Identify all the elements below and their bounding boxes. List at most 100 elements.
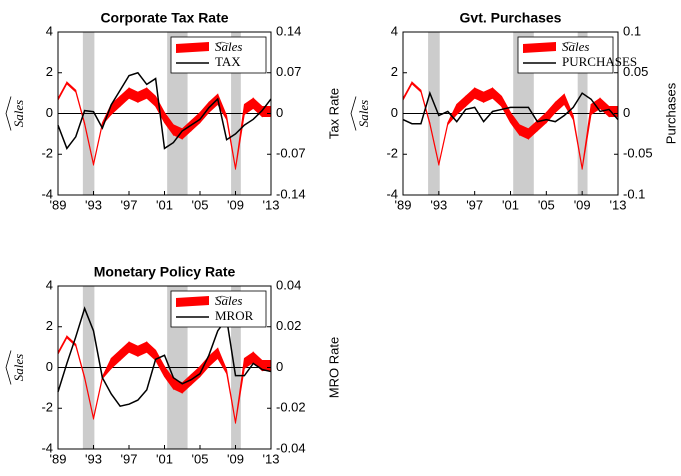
band-segment bbox=[411, 81, 422, 94]
x-tick-label: '05 bbox=[192, 197, 209, 212]
y2-tick-label: 0.04 bbox=[276, 277, 301, 292]
x-tick-label: '97 bbox=[121, 197, 138, 212]
x-tick-label: '01 bbox=[156, 451, 173, 466]
y2-tick-label: 0.02 bbox=[276, 318, 301, 333]
x-tick-label: '01 bbox=[502, 197, 519, 212]
subplot-title: Corporate Tax Rate bbox=[100, 10, 228, 26]
y-tick-label: 4 bbox=[46, 23, 53, 38]
legend-label: Sales bbox=[215, 39, 242, 54]
series-line bbox=[402, 90, 619, 125]
legend-label: MROR bbox=[215, 308, 254, 323]
band-segment bbox=[128, 87, 139, 103]
subplot-title: Monetary Policy Rate bbox=[94, 264, 236, 280]
band-segment bbox=[66, 81, 77, 94]
y2-tick-label: -0.05 bbox=[623, 146, 653, 161]
y2-tick-label: 0.07 bbox=[276, 64, 301, 79]
band-segment bbox=[57, 81, 68, 101]
y-tick-label: 2 bbox=[46, 318, 53, 333]
y2-tick-label: 0 bbox=[276, 105, 283, 120]
y-axis-label-text: Sales bbox=[11, 354, 26, 381]
y-tick-label: 0 bbox=[391, 105, 398, 120]
x-tick-label: '09 bbox=[227, 197, 244, 212]
y-tick-label: 2 bbox=[46, 64, 53, 79]
legend-label: TAX bbox=[215, 54, 241, 69]
x-tick-label: '89 bbox=[50, 451, 67, 466]
x-tick-label: '97 bbox=[466, 197, 483, 212]
y2-tick-label: 0.14 bbox=[276, 23, 301, 38]
band-segment bbox=[119, 341, 130, 362]
x-tick-label: '01 bbox=[156, 197, 173, 212]
x-tick-label: '93 bbox=[85, 451, 102, 466]
band-segment bbox=[492, 87, 502, 108]
band-segment bbox=[447, 104, 458, 126]
band-segment bbox=[110, 349, 121, 370]
y2-tick-label: 0.1 bbox=[623, 23, 641, 38]
band-segment bbox=[483, 87, 493, 103]
y-tick-label: 0 bbox=[46, 105, 53, 120]
legend-band-swatch bbox=[176, 296, 209, 307]
band-segment bbox=[101, 358, 112, 380]
band-segment bbox=[110, 95, 121, 116]
hat bbox=[5, 350, 12, 385]
y2-tick-label: -0.1 bbox=[623, 186, 645, 201]
band-segment bbox=[243, 97, 254, 116]
band-segment bbox=[137, 87, 148, 103]
legend-band-swatch bbox=[523, 42, 556, 53]
band-segment bbox=[438, 122, 449, 166]
x-tick-label: '93 bbox=[85, 197, 102, 212]
y-axis-label: Sales bbox=[5, 96, 26, 131]
x-tick-label: '05 bbox=[192, 451, 209, 466]
x-tick-label: '13 bbox=[610, 197, 627, 212]
band-segment bbox=[57, 335, 68, 355]
y2-axis-label: Purchases bbox=[663, 82, 678, 144]
series-line bbox=[57, 306, 272, 408]
legend-hat bbox=[214, 41, 230, 45]
band-segment bbox=[137, 341, 148, 357]
x-tick-label: '13 bbox=[263, 451, 280, 466]
band-segment bbox=[402, 81, 413, 101]
y-tick-label: -4 bbox=[41, 440, 53, 455]
x-tick-label: '97 bbox=[121, 451, 138, 466]
y-tick-label: 4 bbox=[46, 277, 53, 292]
y2-tick-label: -0.14 bbox=[276, 186, 306, 201]
y2-tick-label: 0 bbox=[623, 105, 630, 120]
band-segment bbox=[146, 341, 157, 362]
x-tick-label: '89 bbox=[395, 197, 412, 212]
x-tick-label: '93 bbox=[430, 197, 447, 212]
band-segment bbox=[155, 349, 165, 377]
y-axis-label-text: Sales bbox=[356, 100, 371, 127]
y2-tick-label: -0.02 bbox=[276, 400, 306, 415]
band-segment bbox=[146, 87, 157, 108]
legend-hat bbox=[214, 295, 230, 299]
x-tick-label: '09 bbox=[574, 197, 591, 212]
legend-label: Sales bbox=[562, 39, 589, 54]
y2-tick-label: 0.05 bbox=[623, 64, 648, 79]
y-axis-label: Sales bbox=[5, 350, 26, 385]
band-segment bbox=[474, 87, 485, 103]
hat bbox=[350, 96, 357, 131]
band-segment bbox=[563, 93, 574, 122]
subplot-title: Gvt. Purchases bbox=[460, 10, 562, 26]
hat bbox=[5, 96, 12, 131]
y-tick-label: 2 bbox=[391, 64, 398, 79]
subplot: '89 '93 '97 '01 '05 '09 '13 -4 -2 0 2 4 -0.04 -0.02 0 0… bbox=[5, 264, 341, 466]
y-axis-label: Sales bbox=[350, 96, 371, 131]
legend-hat bbox=[561, 41, 577, 45]
series-line bbox=[57, 71, 272, 150]
y-tick-label: -2 bbox=[386, 146, 398, 161]
y-tick-label: -2 bbox=[41, 146, 53, 161]
legend-band-swatch bbox=[176, 42, 209, 53]
x-tick-label: '05 bbox=[538, 197, 555, 212]
band-segment bbox=[190, 365, 201, 386]
y-tick-label: -4 bbox=[386, 186, 398, 201]
x-tick-label: '13 bbox=[263, 197, 280, 212]
y2-axis-label: Tax Rate bbox=[326, 88, 341, 139]
subplot: '89 '93 '97 '01 '05 '09 '13 -4 -2 0 2 4 -0.1 -0.05 0 0.… bbox=[350, 10, 678, 212]
subplot: '89 '93 '97 '01 '05 '09 '13 -4 -2 0 2 4 -0.14 -0.07 0 0… bbox=[5, 10, 341, 212]
y-axis-label-text: Sales bbox=[11, 100, 26, 127]
y-tick-label: 0 bbox=[46, 359, 53, 374]
band-segment bbox=[261, 359, 272, 371]
y2-tick-label: 0 bbox=[276, 359, 283, 374]
band-segment bbox=[93, 122, 103, 166]
